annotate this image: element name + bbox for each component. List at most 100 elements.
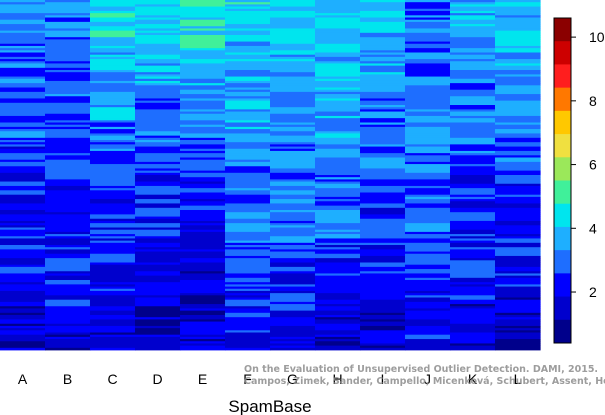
heatmap-cell: [450, 341, 496, 344]
heatmap-cell: [495, 315, 541, 318]
heatmap-cell: [405, 194, 451, 198]
heatmap-cell: [0, 72, 46, 75]
colorbar-band: [554, 18, 571, 42]
heatmap-cell: [225, 249, 271, 252]
heatmap-cell: [180, 312, 226, 316]
heatmap-cell: [270, 153, 316, 156]
heatmap-cell: [405, 107, 451, 110]
heatmap-cell: [90, 17, 136, 21]
heatmap-cell: [495, 146, 541, 150]
heatmap-cell: [270, 234, 316, 237]
heatmap-cell: [360, 15, 406, 18]
heatmap-cell: [45, 341, 91, 344]
heatmap-cell: [180, 122, 226, 126]
heatmap-cell: [135, 214, 181, 217]
heatmap-cell: [90, 32, 136, 36]
heatmap-cell: [0, 43, 46, 47]
heatmap-cell: [225, 142, 271, 145]
heatmap-cell: [270, 111, 316, 115]
heatmap-cell: [360, 181, 406, 185]
heatmap-cell: [315, 308, 361, 312]
heatmap-cell: [180, 63, 226, 67]
heatmap-cell: [360, 214, 406, 217]
heatmap-cell: [450, 52, 496, 56]
heatmap-cell: [45, 52, 91, 56]
heatmap-cell: [405, 153, 451, 156]
heatmap-cell: [180, 54, 226, 58]
heatmap-cell: [180, 297, 226, 301]
colorbar-band: [554, 203, 571, 228]
heatmap-cell: [90, 330, 136, 333]
heatmap-cell: [0, 122, 46, 126]
heatmap-cell: [90, 295, 136, 298]
heatmap-cell: [450, 319, 496, 322]
heatmap-cell: [0, 21, 46, 25]
heatmap-cell: [315, 280, 361, 283]
heatmap-cell: [450, 275, 496, 279]
heatmap-cell: [90, 72, 136, 75]
heatmap-cell: [450, 308, 496, 312]
heatmap-cell: [405, 172, 451, 176]
heatmap-cell: [135, 328, 181, 331]
heatmap-cell: [225, 153, 271, 156]
heatmap-cell: [405, 288, 451, 292]
heatmap-cell: [315, 159, 361, 163]
heatmap-cell: [45, 238, 91, 242]
heatmap-cell: [225, 290, 271, 294]
heatmap-cell: [270, 282, 316, 285]
heatmap-cell: [495, 310, 541, 314]
heatmap-cell: [270, 83, 316, 86]
heatmap-cell: [495, 299, 541, 303]
heatmap-cell: [405, 54, 451, 58]
heatmap-cell: [225, 286, 271, 290]
heatmap-cell: [495, 205, 541, 209]
heatmap-cell: [90, 54, 136, 58]
heatmap-cell: [180, 102, 226, 106]
heatmap-cell: [405, 118, 451, 121]
heatmap-cell: [0, 175, 46, 178]
heatmap-cell: [360, 253, 406, 257]
heatmap-cell: [45, 339, 91, 342]
heatmap-cell: [0, 240, 46, 244]
heatmap-cell: [135, 26, 181, 29]
heatmap-cell: [360, 242, 406, 246]
heatmap-cell: [315, 301, 361, 305]
heatmap-cell: [450, 212, 496, 215]
heatmap-cell: [45, 229, 91, 233]
heatmap-cell: [180, 227, 226, 231]
heatmap-cell: [315, 24, 361, 27]
heatmap-cell: [495, 30, 541, 34]
heatmap-cell: [135, 341, 181, 344]
heatmap-cell: [405, 96, 451, 99]
heatmap-cell: [270, 238, 316, 242]
heatmap-cell: [0, 24, 46, 27]
heatmap-cell: [225, 124, 271, 128]
heatmap-cell: [0, 312, 46, 316]
heatmap-cell: [225, 32, 271, 36]
heatmap-cell: [450, 10, 496, 14]
heatmap-cell: [495, 255, 541, 259]
heatmap-cell: [0, 266, 46, 270]
heatmap-cell: [180, 341, 226, 344]
heatmap-cell: [315, 330, 361, 333]
heatmap-cell: [495, 225, 541, 228]
heatmap-cell: [135, 2, 181, 5]
heatmap-cell: [270, 59, 316, 62]
heatmap-cell: [135, 260, 181, 263]
heatmap-cell: [90, 70, 136, 73]
heatmap-cell: [495, 155, 541, 158]
heatmap-cell: [0, 105, 46, 108]
heatmap-cell: [405, 159, 451, 163]
heatmap-cell: [405, 161, 451, 165]
heatmap-cell: [90, 179, 136, 182]
heatmap-cell: [495, 124, 541, 128]
heatmap-cell: [180, 13, 226, 16]
heatmap-cell: [90, 89, 136, 93]
heatmap-cell: [450, 32, 496, 36]
heatmap-cell: [135, 120, 181, 123]
heatmap-cell: [135, 275, 181, 279]
heatmap-cell: [495, 275, 541, 279]
heatmap-cell: [225, 83, 271, 86]
heatmap-cell: [180, 2, 226, 5]
heatmap-cell: [450, 148, 496, 152]
